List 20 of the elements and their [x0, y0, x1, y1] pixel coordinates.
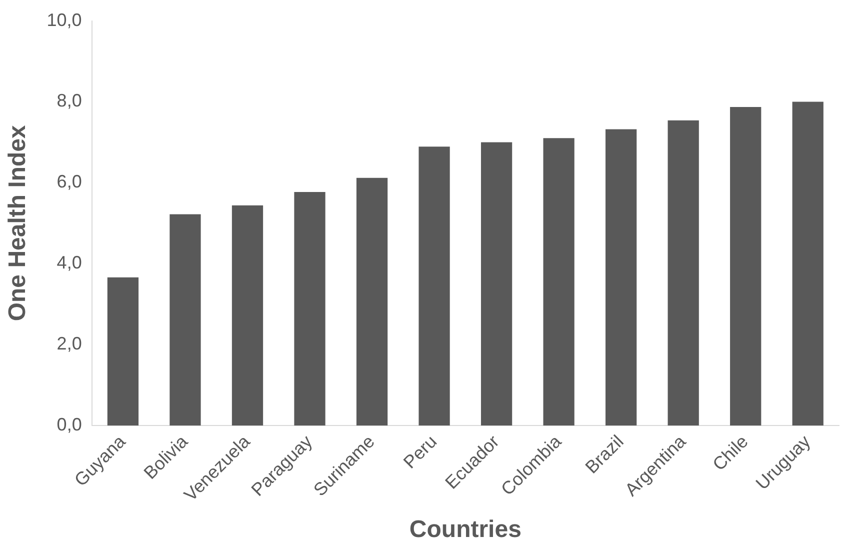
y-tick-label: 10,0	[46, 10, 82, 30]
y-axis-title: One Health Index	[4, 124, 32, 322]
x-axis-title: Countries	[409, 516, 522, 544]
y-tick-label: 2,0	[56, 334, 82, 354]
y-tick-label: 8,0	[56, 90, 82, 111]
bar	[107, 277, 139, 426]
bar	[668, 120, 699, 426]
bar	[606, 129, 637, 426]
y-tick-label: 6,0	[56, 172, 82, 192]
bar	[543, 138, 574, 426]
y-tick-label: 0,0	[56, 414, 82, 434]
bar	[170, 214, 201, 426]
y-tick-label: 4,0	[56, 252, 82, 273]
bar	[480, 142, 512, 426]
bar	[418, 146, 450, 426]
bar	[356, 178, 388, 426]
bar	[294, 192, 326, 426]
bar	[792, 102, 824, 426]
bar	[730, 106, 762, 426]
bar	[232, 205, 264, 426]
